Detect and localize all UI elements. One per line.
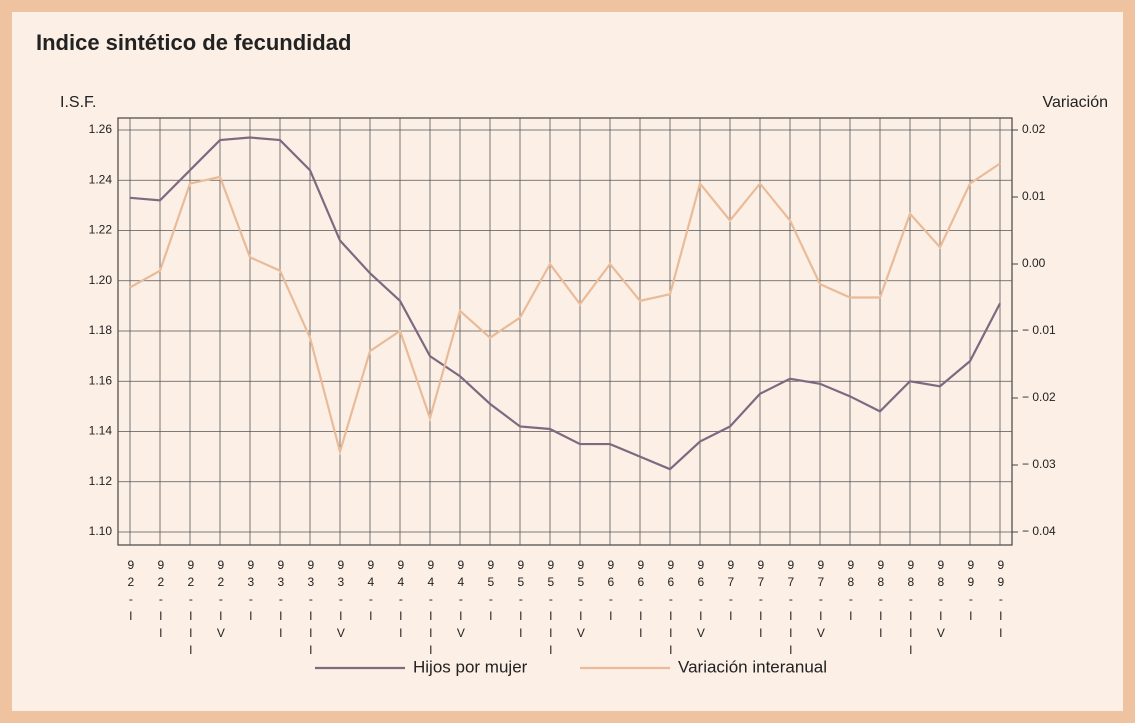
y-tick-label: 1.18: [89, 323, 113, 337]
y2-axis-title: Variación: [1042, 94, 1108, 111]
x-tick-label: 97-III: [784, 558, 798, 660]
x-tick-label: 94-IV: [454, 558, 468, 643]
series-line: [129, 136, 1001, 471]
x-tick-label: 97-I: [724, 558, 738, 626]
y2-tick-label: − 0.01: [1022, 323, 1056, 337]
x-tick-label: 93-IV: [334, 558, 348, 643]
chart-title: Indice sintético de fecundidad: [36, 30, 351, 55]
y-tick-label: 1.16: [89, 373, 113, 387]
x-tick-label: 93-III: [304, 558, 318, 660]
x-tick-label: 97-II: [754, 558, 768, 643]
x-tick-label: 92-IV: [214, 558, 228, 643]
x-tick-label: 95-II: [514, 558, 528, 643]
x-tick-label: 92-I: [124, 558, 138, 626]
y2-tick-label: − 0.02: [1022, 390, 1056, 404]
y-axis-title: I.S.F.: [60, 94, 96, 111]
y-tick-label: 1.14: [89, 424, 113, 438]
x-tick-label: 95-III: [544, 558, 558, 660]
x-tick-label: 93-II: [274, 558, 288, 643]
y2-tick-label: 0.01: [1022, 189, 1046, 203]
x-tick-label: 94-III: [424, 558, 438, 660]
legend-label: Variación interanual: [678, 657, 827, 676]
y-tick-label: 1.12: [89, 474, 113, 488]
x-tick-label: 97-IV: [814, 558, 828, 643]
x-tick-label: 94-II: [394, 558, 408, 643]
x-tick-label: 99-I: [964, 558, 978, 626]
y2-tick-label: 0.00: [1022, 256, 1046, 270]
x-tick-label: 98-III: [904, 558, 918, 660]
series-line: [129, 162, 1001, 456]
x-tick-label: 93-I: [244, 558, 258, 626]
y-tick-label: 1.22: [89, 223, 113, 237]
x-tick-label: 95-I: [484, 558, 498, 626]
y-tick-label: 1.10: [89, 524, 113, 538]
x-tick-label: 98-IV: [934, 558, 948, 643]
y2-tick-label: − 0.03: [1022, 457, 1056, 471]
y-tick-label: 1.24: [89, 172, 113, 186]
x-tick-label: 98-II: [874, 558, 888, 643]
y2-tick-label: 0.02: [1022, 122, 1046, 136]
y2-tick-label: − 0.04: [1022, 524, 1056, 538]
x-tick-label: 96-I: [604, 558, 618, 626]
x-tick-label: 96-II: [634, 558, 648, 643]
x-tick-label: 95-IV: [574, 558, 588, 643]
x-tick-label: 94-I: [364, 558, 378, 626]
x-tick-label: 92-III: [184, 558, 198, 660]
x-tick-label: 98-I: [844, 558, 858, 626]
y-tick-label: 1.26: [89, 122, 113, 136]
x-tick-label: 92-II: [154, 558, 168, 643]
x-tick-label: 96-III: [664, 558, 678, 660]
x-tick-label: 96-IV: [694, 558, 708, 643]
x-tick-label: 99-II: [994, 558, 1008, 643]
y-tick-label: 1.20: [89, 273, 113, 287]
plot-area: [117, 117, 1013, 546]
legend-label: Hijos por mujer: [413, 657, 528, 676]
